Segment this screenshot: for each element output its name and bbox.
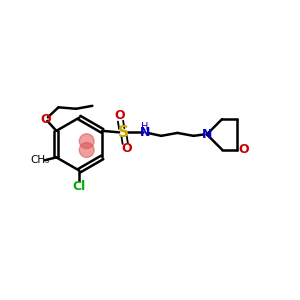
Text: Cl: Cl (73, 180, 86, 193)
Text: S: S (117, 125, 128, 140)
Circle shape (79, 142, 94, 158)
Text: O: O (114, 109, 125, 122)
Circle shape (79, 134, 94, 148)
Text: O: O (121, 142, 132, 155)
Text: N: N (140, 126, 150, 139)
Text: CH₃: CH₃ (30, 155, 49, 165)
Text: O: O (41, 112, 51, 126)
Text: O: O (238, 143, 249, 156)
Text: N: N (202, 128, 212, 141)
Text: H: H (141, 122, 149, 132)
